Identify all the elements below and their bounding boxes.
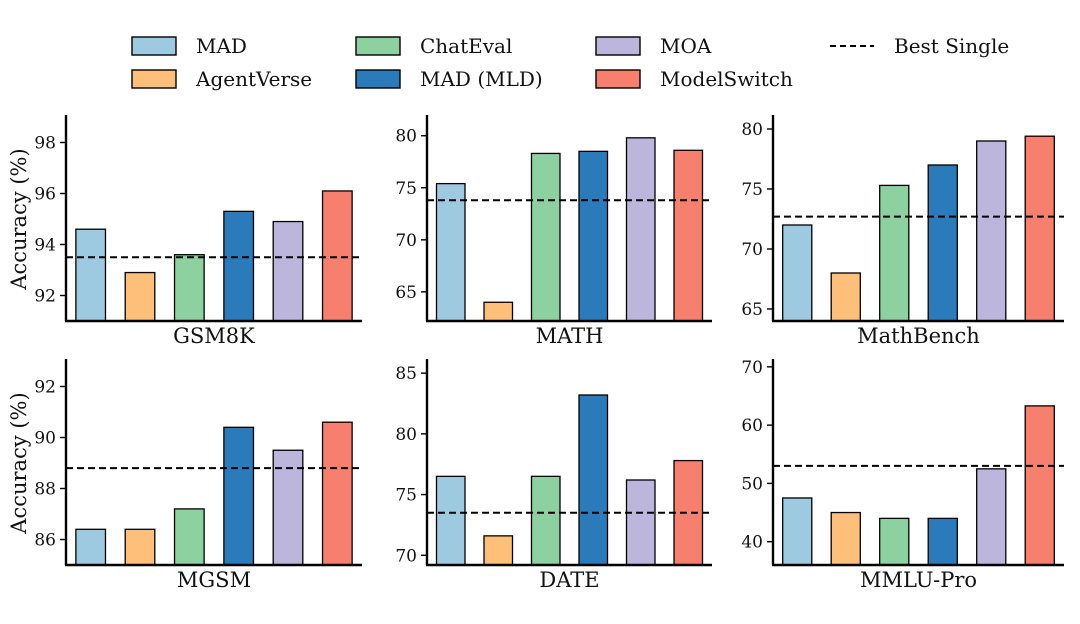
y-tick-label: 86 xyxy=(34,531,56,551)
y-tick-label: 98 xyxy=(34,134,56,154)
bar-moa xyxy=(625,137,656,322)
y-tick-label: 70 xyxy=(395,231,417,251)
bar-mad xyxy=(782,224,813,322)
y-tick-label: 65 xyxy=(395,283,417,303)
subplot-date: 70 75 80 85 DATE xyxy=(395,359,712,592)
y-tick-label: 75 xyxy=(395,486,417,506)
bar-moa xyxy=(976,468,1007,566)
bar-modelswitch xyxy=(321,190,353,322)
bar-modelswitch xyxy=(673,149,704,322)
legend-label: MAD xyxy=(196,34,247,58)
bar-mad xyxy=(75,528,107,566)
y-tick-label: 70 xyxy=(741,240,763,260)
legend-item-agentverse: AgentVerse xyxy=(131,67,312,91)
y-tick-label: 75 xyxy=(395,179,417,199)
bar-chateval xyxy=(173,508,205,566)
bar-mad xyxy=(75,228,107,322)
bar-modelswitch xyxy=(1024,135,1055,322)
bar-chateval xyxy=(173,254,205,322)
subplot-gsm8k: 92 94 96 98 GSM8K Accuracy (%) xyxy=(7,115,362,348)
legend: MAD ChatEval MOA Best Single AgentVerse MAD (… xyxy=(131,34,1009,91)
bar-mad xyxy=(435,182,466,322)
y-tick-label: 40 xyxy=(741,533,763,553)
legend-label: MAD (MLD) xyxy=(420,67,543,91)
legend-label: ModelSwitch xyxy=(660,67,793,91)
subplot-mathbench: 65 70 75 80 MathBench xyxy=(741,115,1064,348)
legend-item-best-single: Best Single xyxy=(830,34,1009,58)
bar-chateval xyxy=(879,517,910,566)
subplot-title: MathBench xyxy=(857,324,980,348)
y-tick-label: 96 xyxy=(34,185,56,205)
legend-swatch xyxy=(355,36,401,56)
y-tick-label: 65 xyxy=(741,300,763,320)
bar-mad-mld xyxy=(223,426,255,566)
y-tick-label: 90 xyxy=(34,429,56,449)
subplot-title: DATE xyxy=(539,568,599,592)
subplot-title: MMLU-Pro xyxy=(860,568,977,592)
legend-item-moa: MOA xyxy=(595,34,712,58)
bar-agentverse xyxy=(124,528,156,566)
y-tick-label: 94 xyxy=(34,236,56,256)
bar-modelswitch xyxy=(1024,405,1055,566)
bar-modelswitch xyxy=(673,459,704,566)
y-axis-label: Accuracy (%) xyxy=(7,148,31,290)
legend-item-modelswitch: ModelSwitch xyxy=(595,67,793,91)
legend-item-mad: MAD xyxy=(131,34,247,58)
y-tick-label: 92 xyxy=(34,378,56,398)
bar-mad-mld xyxy=(578,394,609,566)
y-tick-label: 60 xyxy=(741,416,763,436)
legend-item-mad-mld: MAD (MLD) xyxy=(355,67,543,91)
bar-chateval xyxy=(530,475,561,566)
subplot-title: MGSM xyxy=(177,568,251,592)
legend-item-chateval: ChatEval xyxy=(355,34,512,58)
bar-mad-mld xyxy=(927,164,958,322)
y-tick-label: 50 xyxy=(741,474,763,494)
legend-label: ChatEval xyxy=(420,34,512,58)
bar-chateval xyxy=(879,184,910,322)
legend-swatch xyxy=(131,69,177,89)
subplots: 92 94 96 98 GSM8K Accuracy (%) 65 70 75 80 MATH 65 7… xyxy=(7,115,1064,592)
legend-swatch xyxy=(595,69,641,89)
legend-swatch xyxy=(595,36,641,56)
bar-mad-mld xyxy=(223,210,255,322)
legend-label: MOA xyxy=(660,34,712,58)
legend-swatch xyxy=(355,69,401,89)
bar-mad-mld xyxy=(578,150,609,322)
bar-chateval xyxy=(530,152,561,322)
bar-agentverse xyxy=(483,301,514,322)
bar-agentverse xyxy=(830,511,861,566)
y-tick-label: 80 xyxy=(395,425,417,445)
bar-agentverse xyxy=(124,271,156,322)
bar-agentverse xyxy=(830,272,861,322)
subplot-math: 65 70 75 80 MATH xyxy=(395,115,712,348)
bar-moa xyxy=(976,140,1007,322)
legend-label: AgentVerse xyxy=(195,67,312,91)
y-tick-label: 75 xyxy=(741,180,763,200)
bar-modelswitch xyxy=(321,421,353,566)
y-tick-label: 80 xyxy=(741,120,763,140)
y-tick-label: 88 xyxy=(34,480,56,500)
subplot-mgsm: 86 88 90 92 MGSM Accuracy (%) xyxy=(7,359,362,592)
legend-swatch xyxy=(131,36,177,56)
bar-mad xyxy=(435,475,466,566)
subplot-title: GSM8K xyxy=(173,324,255,348)
bar-mad xyxy=(782,497,813,566)
bar-mad-mld xyxy=(927,517,958,566)
bar-moa xyxy=(272,449,304,566)
y-tick-label: 70 xyxy=(741,358,763,378)
subplot-mmlu-pro: 40 50 60 70 MMLU-Pro xyxy=(741,358,1064,592)
y-tick-label: 85 xyxy=(395,364,417,384)
bar-agentverse xyxy=(483,535,514,566)
bar-moa xyxy=(625,479,656,566)
y-tick-label: 70 xyxy=(395,546,417,566)
y-tick-label: 92 xyxy=(34,287,56,307)
subplot-title: MATH xyxy=(536,324,604,348)
y-tick-label: 80 xyxy=(395,127,417,147)
bar-moa xyxy=(272,220,304,322)
legend-label: Best Single xyxy=(894,34,1009,58)
y-axis-label: Accuracy (%) xyxy=(7,392,31,534)
